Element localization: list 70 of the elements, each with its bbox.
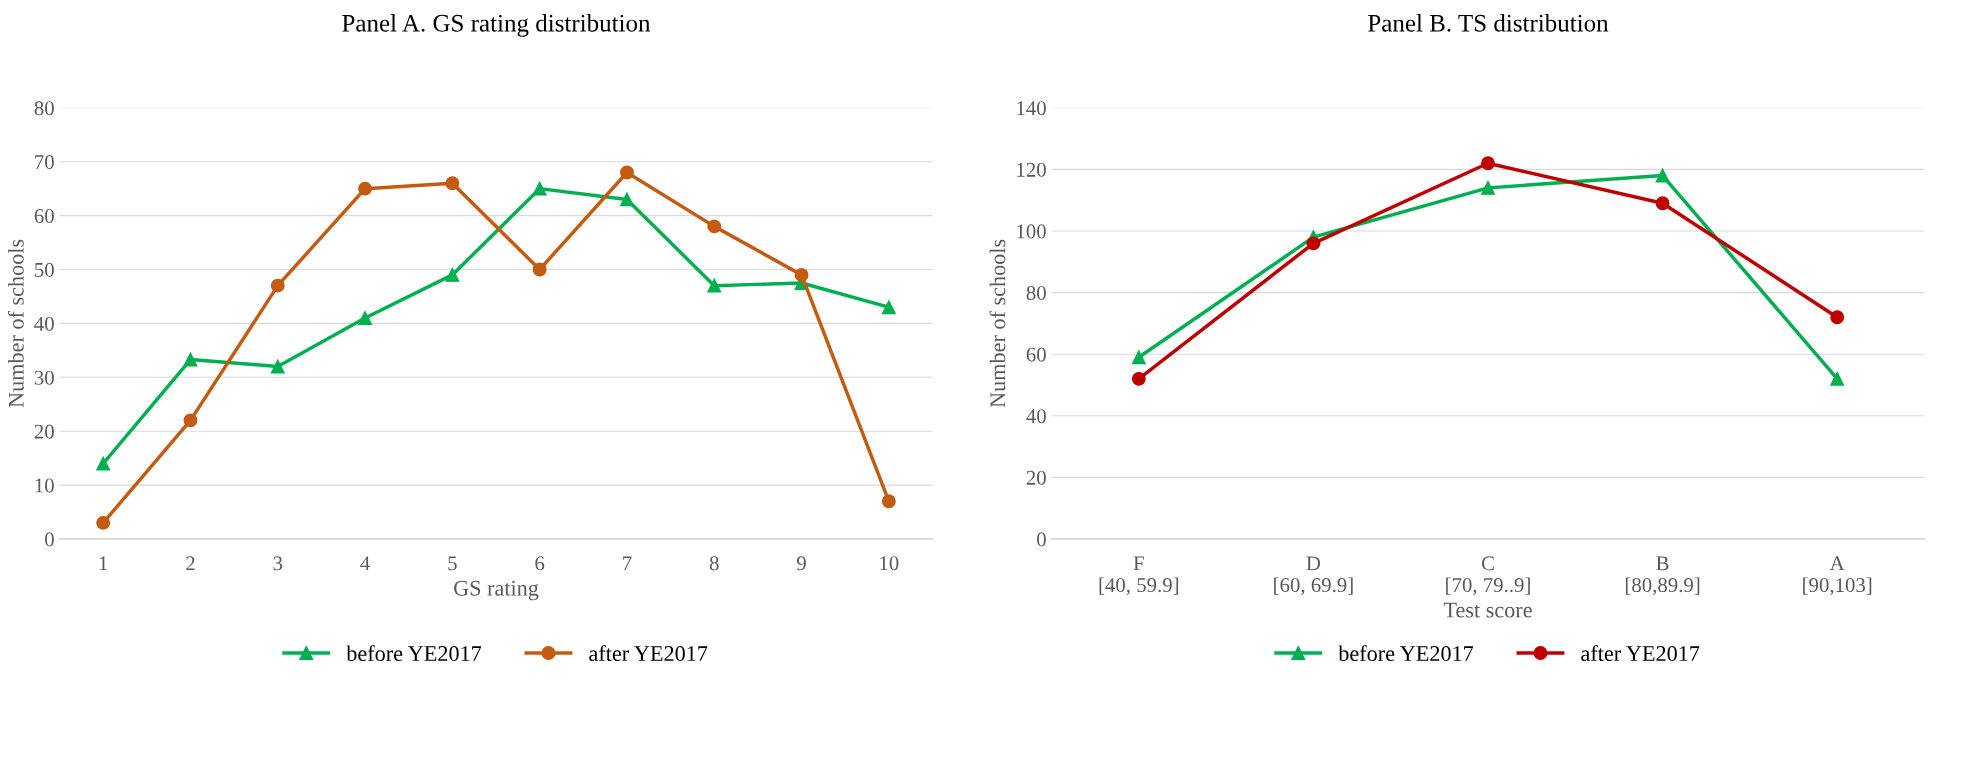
y-tick-label: 10 <box>35 478 54 493</box>
point <box>270 359 285 374</box>
x-tick-label: 7 <box>623 556 632 571</box>
y-axis-title: Number of schools <box>989 239 1006 408</box>
point <box>707 219 722 234</box>
point <box>1131 371 1146 386</box>
point <box>619 165 634 180</box>
y-tick-label: 140 <box>1017 101 1046 116</box>
y-tick-label: 80 <box>34 101 54 116</box>
point <box>1830 310 1845 325</box>
x-tick-label: 4 <box>360 556 370 571</box>
x-tick-label: B [80,89.9] <box>1625 556 1700 596</box>
point <box>1306 236 1321 251</box>
legend-label: before YE2017 <box>346 645 482 662</box>
y-tick-label: 40 <box>1026 409 1046 424</box>
y-tick-label: 50 <box>35 262 54 277</box>
point <box>358 311 373 325</box>
y-tick-label: 100 <box>1017 224 1046 239</box>
x-tick-label: F [40, 59.9] <box>1099 556 1179 596</box>
y-tick-label: 0 <box>45 532 54 547</box>
point <box>1655 196 1670 211</box>
point <box>532 181 547 196</box>
point <box>1655 168 1670 183</box>
point <box>270 278 285 293</box>
y-tick-label: 60 <box>1026 347 1046 362</box>
point <box>183 413 198 428</box>
point <box>881 300 896 315</box>
point <box>881 494 896 509</box>
point <box>445 176 460 191</box>
point <box>707 278 722 293</box>
x-tick-label: 9 <box>797 556 806 571</box>
point <box>1131 350 1146 365</box>
x-tick-label: 5 <box>448 556 457 571</box>
y-tick-label: 30 <box>34 370 54 385</box>
point <box>1830 371 1845 386</box>
point <box>619 192 634 207</box>
x-tick-label: 1 <box>99 556 108 571</box>
x-axis-title: GS rating <box>454 580 539 601</box>
x-tick-label: 8 <box>709 556 719 571</box>
y-tick-label: 120 <box>1017 162 1046 177</box>
y-tick-label: 70 <box>35 155 54 170</box>
point <box>96 456 111 471</box>
point <box>1481 156 1495 171</box>
legend-label: before YE2017 <box>1338 645 1474 662</box>
y-tick-label: 20 <box>34 424 54 439</box>
x-tick-label: 3 <box>273 556 283 571</box>
y-tick-label: 0 <box>1037 532 1046 547</box>
point <box>1481 180 1495 195</box>
y-axis-title: Number of schools <box>7 239 24 408</box>
legend-label: after YE2017 <box>589 645 708 662</box>
y-tick-label: 40 <box>34 316 54 331</box>
point <box>794 267 809 282</box>
point <box>183 352 198 367</box>
y-tick-label: 80 <box>1026 285 1046 301</box>
y-tick-label: 60 <box>34 208 54 224</box>
point <box>445 267 460 282</box>
x-tick-label: 6 <box>535 556 545 571</box>
chart-title: Panel B. TS distribution <box>1368 14 1609 32</box>
point <box>532 262 547 277</box>
chart-title: Panel A. GS rating distribution <box>342 14 651 37</box>
x-tick-label: A [90,103] <box>1803 556 1872 596</box>
y-tick-label: 20 <box>1026 470 1046 485</box>
x-axis-title: Test score <box>1443 602 1532 618</box>
x-tick-label: 2 <box>186 556 195 571</box>
legend-label: after YE2017 <box>1581 645 1700 662</box>
point <box>96 515 111 530</box>
point <box>358 181 373 196</box>
x-tick-label: D [60, 69.9] <box>1274 556 1353 596</box>
x-tick-label: C [70, 79..9] <box>1446 556 1530 596</box>
x-tick-label: 10 <box>880 556 899 571</box>
